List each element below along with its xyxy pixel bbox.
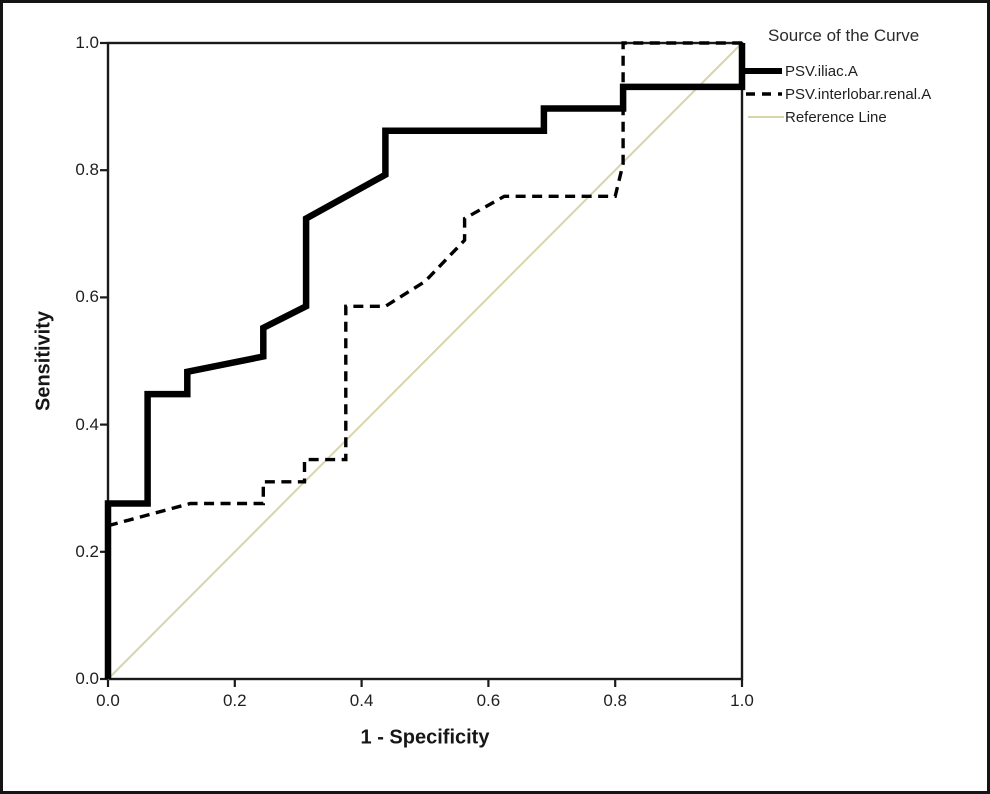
legend-title: Source of the Curve [768,26,920,45]
x-tick-label: 1.0 [730,691,754,710]
x-tick-label: 0.0 [96,691,120,710]
y-axis-title: Sensitivity [32,310,55,412]
thin-reference-line-icon [744,116,785,118]
plot-frame [106,41,744,681]
x-tick-label: 0.2 [222,691,247,710]
thick-solid-line-icon [744,68,785,74]
legend-label: PSV.iliac.A [785,62,858,80]
y-tick-label: 0.0 [75,669,99,688]
x-axis-title: 1 - Specificity [360,726,490,749]
series-reference-line [107,42,743,680]
x-tick-label: 0.4 [349,691,374,710]
y-tick-label: 1.0 [75,33,99,52]
legend-item-reference-line: Reference Line [744,108,984,126]
legend-label: Reference Line [785,108,887,126]
legend-item-psv-iliac: PSV.iliac.A [744,62,984,80]
dashed-line-icon [744,90,785,98]
legend: Source of the Curve PSV.iliac.A PSV.inte… [744,26,984,132]
x-tick-label: 0.6 [476,691,501,710]
y-tick-label: 0.8 [75,160,99,180]
series-psv-iliac-a [104,43,746,679]
y-tick-label: 0.6 [75,287,99,307]
y-tick-label: 0.4 [75,414,99,434]
y-tick-label: 0.2 [75,541,99,561]
series-psv-interlobar-renal-a [107,41,742,528]
legend-item-psv-interlobar-renal: PSV.interlobar.renal.A [744,85,984,103]
legend-label: PSV.interlobar.renal.A [785,85,932,103]
x-tick-label: 0.8 [603,691,628,710]
